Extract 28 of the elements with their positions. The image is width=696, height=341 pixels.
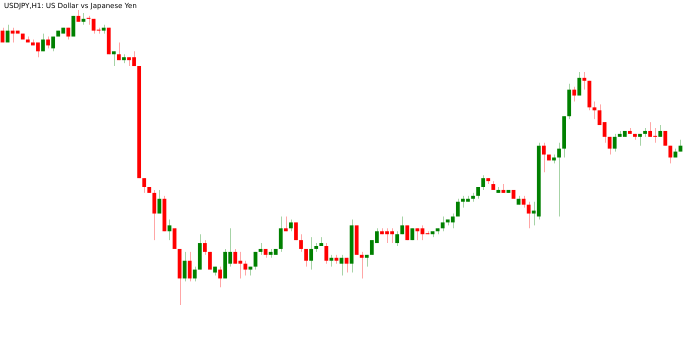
candlestick — [674, 148, 678, 158]
candlestick — [471, 192, 475, 202]
candlestick — [314, 242, 318, 252]
candlestick — [334, 254, 338, 264]
candlestick — [102, 24, 106, 34]
candlestick — [147, 186, 152, 194]
candlestick — [496, 186, 500, 194]
candlestick — [643, 128, 647, 138]
candlestick — [86, 15, 90, 26]
candlestick — [436, 228, 440, 235]
candlestick — [502, 184, 506, 194]
candlestick — [547, 154, 551, 161]
candlestick — [633, 133, 637, 140]
candlestick — [491, 180, 496, 190]
candlestick — [20, 33, 25, 40]
candlestick — [122, 54, 126, 64]
candlestick — [628, 128, 632, 134]
candlestick — [213, 266, 217, 276]
candlestick — [552, 154, 556, 164]
candlestick — [486, 178, 490, 185]
candlestick — [26, 36, 30, 43]
candlestick — [512, 189, 516, 200]
candlestick — [319, 236, 324, 246]
candlestick — [516, 195, 520, 206]
candlestick — [248, 266, 252, 276]
candlestick — [172, 228, 176, 250]
candlestick — [506, 189, 510, 194]
candlestick — [264, 248, 268, 258]
